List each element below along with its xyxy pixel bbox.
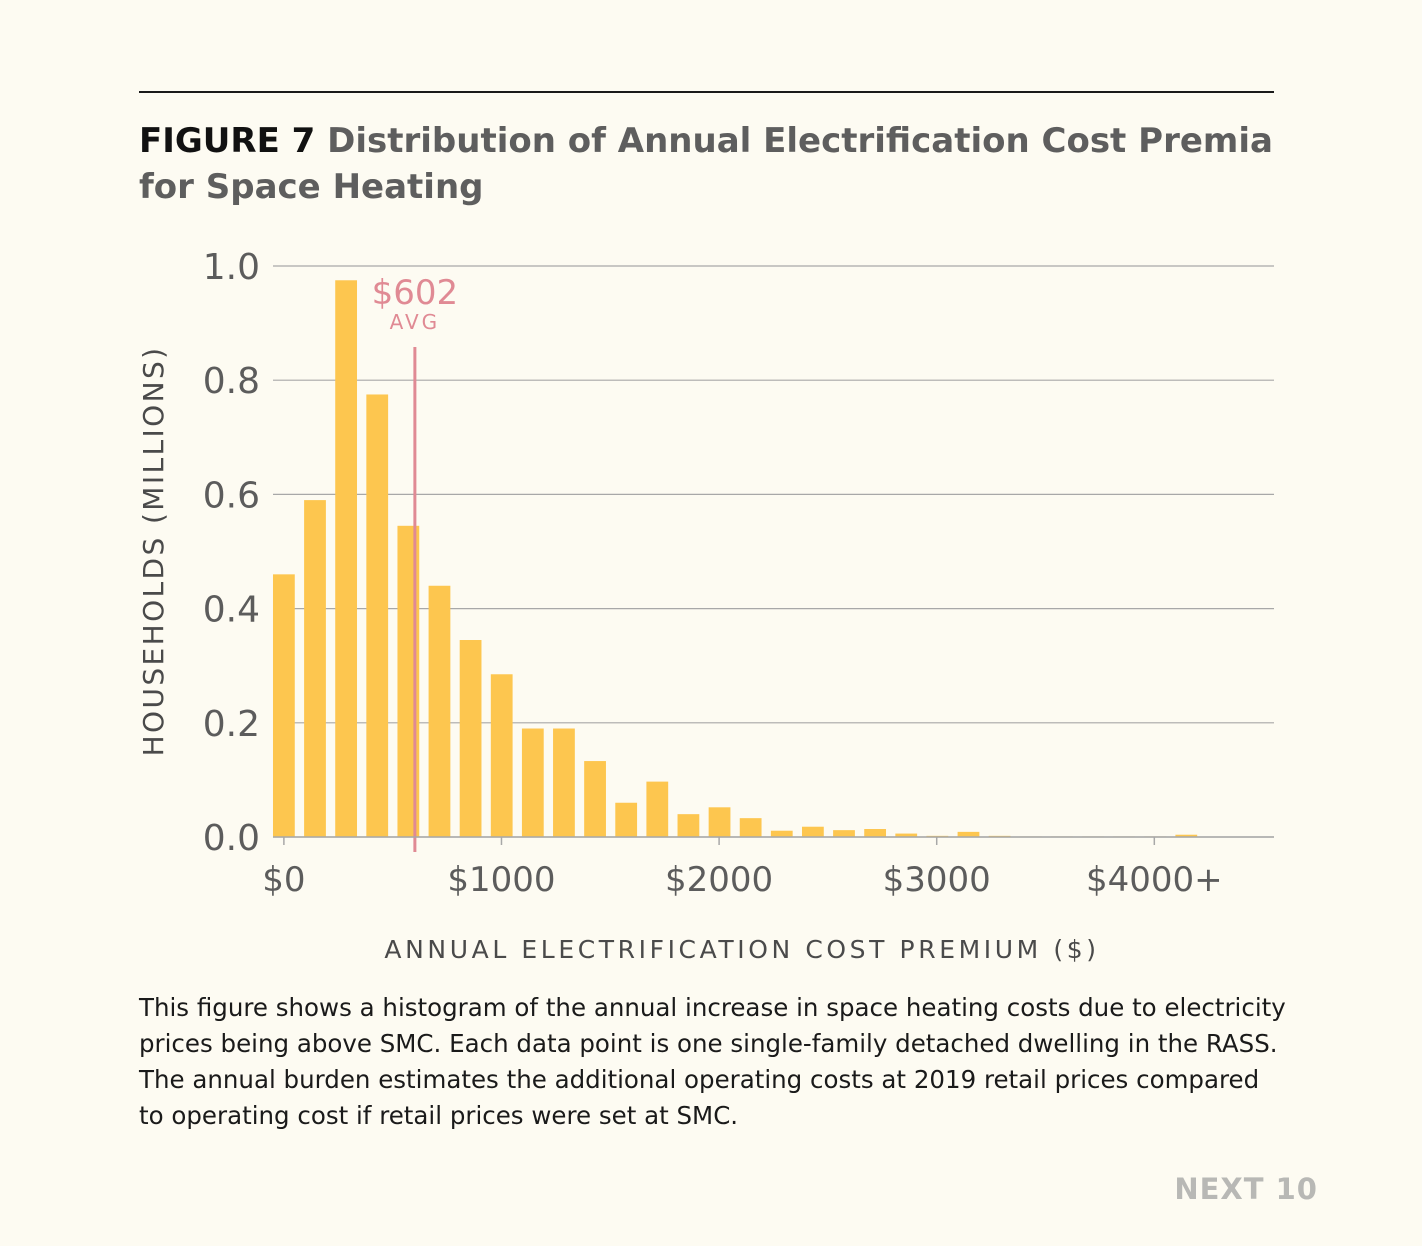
y-axis-title: HOUSEHOLDS (MILLIONS) (137, 346, 170, 757)
grid-layer (273, 265, 1274, 838)
histogram-bar (957, 831, 980, 837)
histogram-bar (584, 761, 606, 837)
histogram-bar (864, 829, 887, 837)
histogram-bar (490, 674, 513, 837)
x-tick-label: $1000 (447, 860, 555, 900)
histogram-bar (521, 728, 544, 837)
bars-layer (272, 280, 1198, 838)
histogram-bar (272, 574, 295, 837)
y-tick-label: 0.0 (203, 818, 260, 859)
figure-caption: This figure shows a histogram of the ann… (139, 993, 1286, 1130)
histogram-bar (1175, 834, 1198, 837)
histogram-bar (646, 781, 669, 837)
y-tick-label: 0.8 (203, 361, 260, 402)
histogram-bar (708, 807, 731, 837)
x-tick-label: $4000+ (1086, 860, 1223, 900)
y-tick-label: 0.6 (203, 475, 260, 516)
average-sublabel: AVG (390, 310, 441, 334)
histogram-bar (553, 728, 575, 837)
x-tick-label: $2000 (665, 860, 773, 900)
brand-logo: NEXT 10 (1174, 1172, 1318, 1206)
y-tick-label: 0.4 (203, 590, 260, 631)
average-value-label: $602 (372, 273, 459, 313)
figure-title-text: Distribution of Annual Electrification C… (139, 121, 1273, 207)
x-axis-title: ANNUAL ELECTRIFICATION COST PREMIUM ($) (384, 935, 1099, 964)
histogram-bar (304, 500, 326, 837)
histogram-bar (335, 280, 358, 837)
histogram-bar (428, 585, 451, 837)
histogram-bar (895, 833, 918, 837)
axis-layer: 0.0 0.2 0.4 0.6 0.8 1.0 $0 $1000 $2000 $3000 $4000… (137, 247, 1274, 964)
histogram-bar (366, 394, 389, 837)
x-tick-label: $3000 (883, 860, 991, 900)
histogram-bar (739, 818, 762, 837)
figure-label: FIGURE 7 (139, 121, 316, 161)
histogram-bar (770, 830, 793, 837)
histogram-bar (615, 802, 638, 837)
histogram-bar (459, 640, 482, 837)
x-tick-label: $0 (262, 860, 305, 900)
histogram-bar (677, 814, 700, 837)
histogram-bar (801, 826, 824, 837)
histogram-bar (833, 830, 855, 837)
y-tick-label: 1.0 (203, 247, 260, 288)
top-rule (139, 91, 1274, 93)
figure-title: FIGURE 7 Distribution of Annual Electrif… (139, 118, 1279, 210)
y-tick-label: 0.2 (203, 704, 260, 745)
